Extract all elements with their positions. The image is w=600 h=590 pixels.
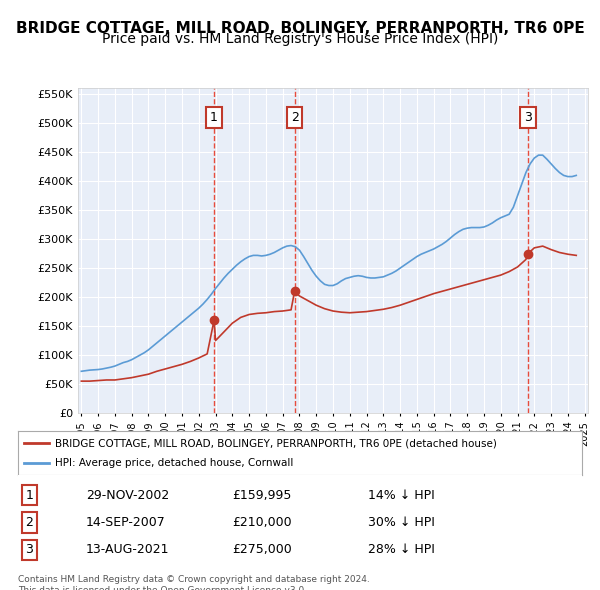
Text: 1: 1 [25,489,33,502]
Text: 2: 2 [290,111,299,124]
Text: BRIDGE COTTAGE, MILL ROAD, BOLINGEY, PERRANPORTH, TR6 0PE: BRIDGE COTTAGE, MILL ROAD, BOLINGEY, PER… [16,21,584,35]
Text: 3: 3 [524,111,532,124]
Text: £210,000: £210,000 [232,516,292,529]
Text: 13-AUG-2021: 13-AUG-2021 [86,543,169,556]
Text: 1: 1 [210,111,218,124]
Text: 14% ↓ HPI: 14% ↓ HPI [368,489,434,502]
Text: 29-NOV-2002: 29-NOV-2002 [86,489,169,502]
Text: 28% ↓ HPI: 28% ↓ HPI [368,543,434,556]
Text: 30% ↓ HPI: 30% ↓ HPI [368,516,434,529]
Text: BRIDGE COTTAGE, MILL ROAD, BOLINGEY, PERRANPORTH, TR6 0PE (detached house): BRIDGE COTTAGE, MILL ROAD, BOLINGEY, PER… [55,438,497,448]
Text: Price paid vs. HM Land Registry's House Price Index (HPI): Price paid vs. HM Land Registry's House … [102,32,498,47]
Text: 3: 3 [25,543,33,556]
Text: HPI: Average price, detached house, Cornwall: HPI: Average price, detached house, Corn… [55,458,293,467]
Text: 2: 2 [25,516,33,529]
Text: Contains HM Land Registry data © Crown copyright and database right 2024.
This d: Contains HM Land Registry data © Crown c… [18,575,370,590]
Text: £275,000: £275,000 [232,543,292,556]
Text: £159,995: £159,995 [232,489,292,502]
Text: 14-SEP-2007: 14-SEP-2007 [86,516,166,529]
